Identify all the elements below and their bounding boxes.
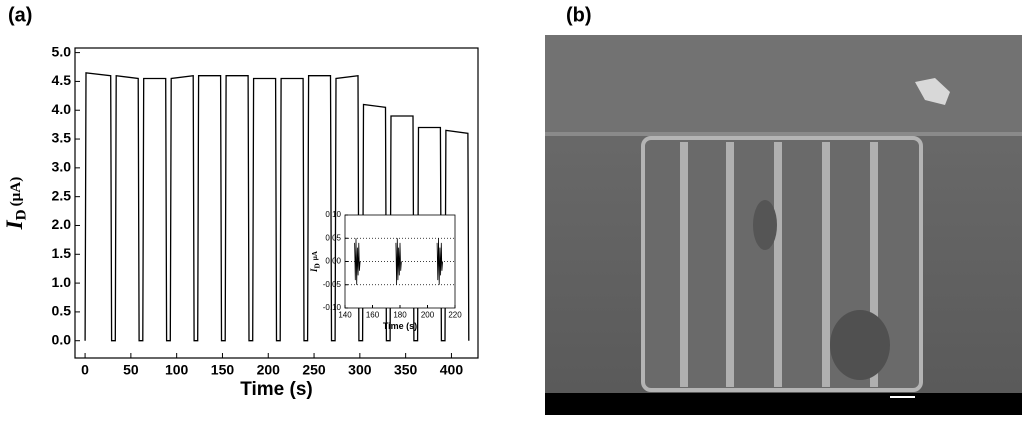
y-tick-label: 1.0 [52,274,72,290]
scale-bar-text: SEI [717,399,735,411]
x-tick-label: 350 [394,361,418,377]
x-tick-label: 250 [302,361,326,377]
y-tick-label: 3.5 [52,130,72,146]
y-tick-label: 2.5 [52,187,72,203]
sem-image [545,35,1022,415]
y-axis-label-part: (μA) [7,177,24,207]
y-tick-label: 3.0 [52,159,72,175]
y-tick-label: 4.5 [52,72,72,88]
x-axis-label: Time (s) [383,321,417,331]
data-line [84,72,470,342]
x-tick-label: 100 [165,361,189,377]
x-tick-label: 50 [123,361,139,377]
y-tick-label: 0.05 [325,233,341,242]
y-axis-label-part: D [313,263,321,268]
x-tick-label: 200 [257,361,281,377]
y-axis-label-part: μA [311,250,319,260]
y-tick-label: -0.05 [323,280,342,289]
y-axis-label-part: I [2,219,27,230]
x-tick-label: 300 [348,361,372,377]
y-tick-label: 5.0 [52,43,72,59]
x-tick-label: 140 [338,310,352,319]
y-tick-label: 2.0 [52,216,72,232]
x-axis-label: Time (s) [240,379,313,400]
scale-bar-text: WD 8.8mm [930,399,985,411]
x-tick-label: 180 [393,310,407,319]
y-tick-label: 0.0 [52,331,72,347]
x-tick-label: 200 [421,310,435,319]
y-tick-label: 0.5 [52,303,72,319]
x-tick-label: 160 [366,310,380,319]
y-tick-label: 0.10 [325,210,341,219]
y-tick-label: 1.5 [52,245,72,261]
scale-bar-text: X6,500 [808,399,843,411]
y-axis-label: ID (μA) [2,177,30,231]
y-axis-label-part: D [13,209,30,220]
scale-bar-text: ITRI [555,399,576,411]
x-tick-label: 400 [440,361,464,377]
y-tick-label: -0.10 [323,303,342,312]
y-axis-label-part: I [309,268,319,273]
x-tick-label: 220 [448,310,462,319]
y-tick-label: 4.0 [52,101,72,117]
scale-bar-text: 15.0kV [758,399,793,411]
panel-label: (a) [8,4,32,26]
data-line [354,238,443,285]
x-tick-label: 150 [211,361,235,377]
scale-bar-text: 1μm [878,399,900,411]
panel-label: (b) [566,4,592,26]
x-tick-label: 0 [81,361,89,377]
y-axis-label: IDμA [309,250,321,273]
y-tick-label: 0.00 [325,257,341,266]
